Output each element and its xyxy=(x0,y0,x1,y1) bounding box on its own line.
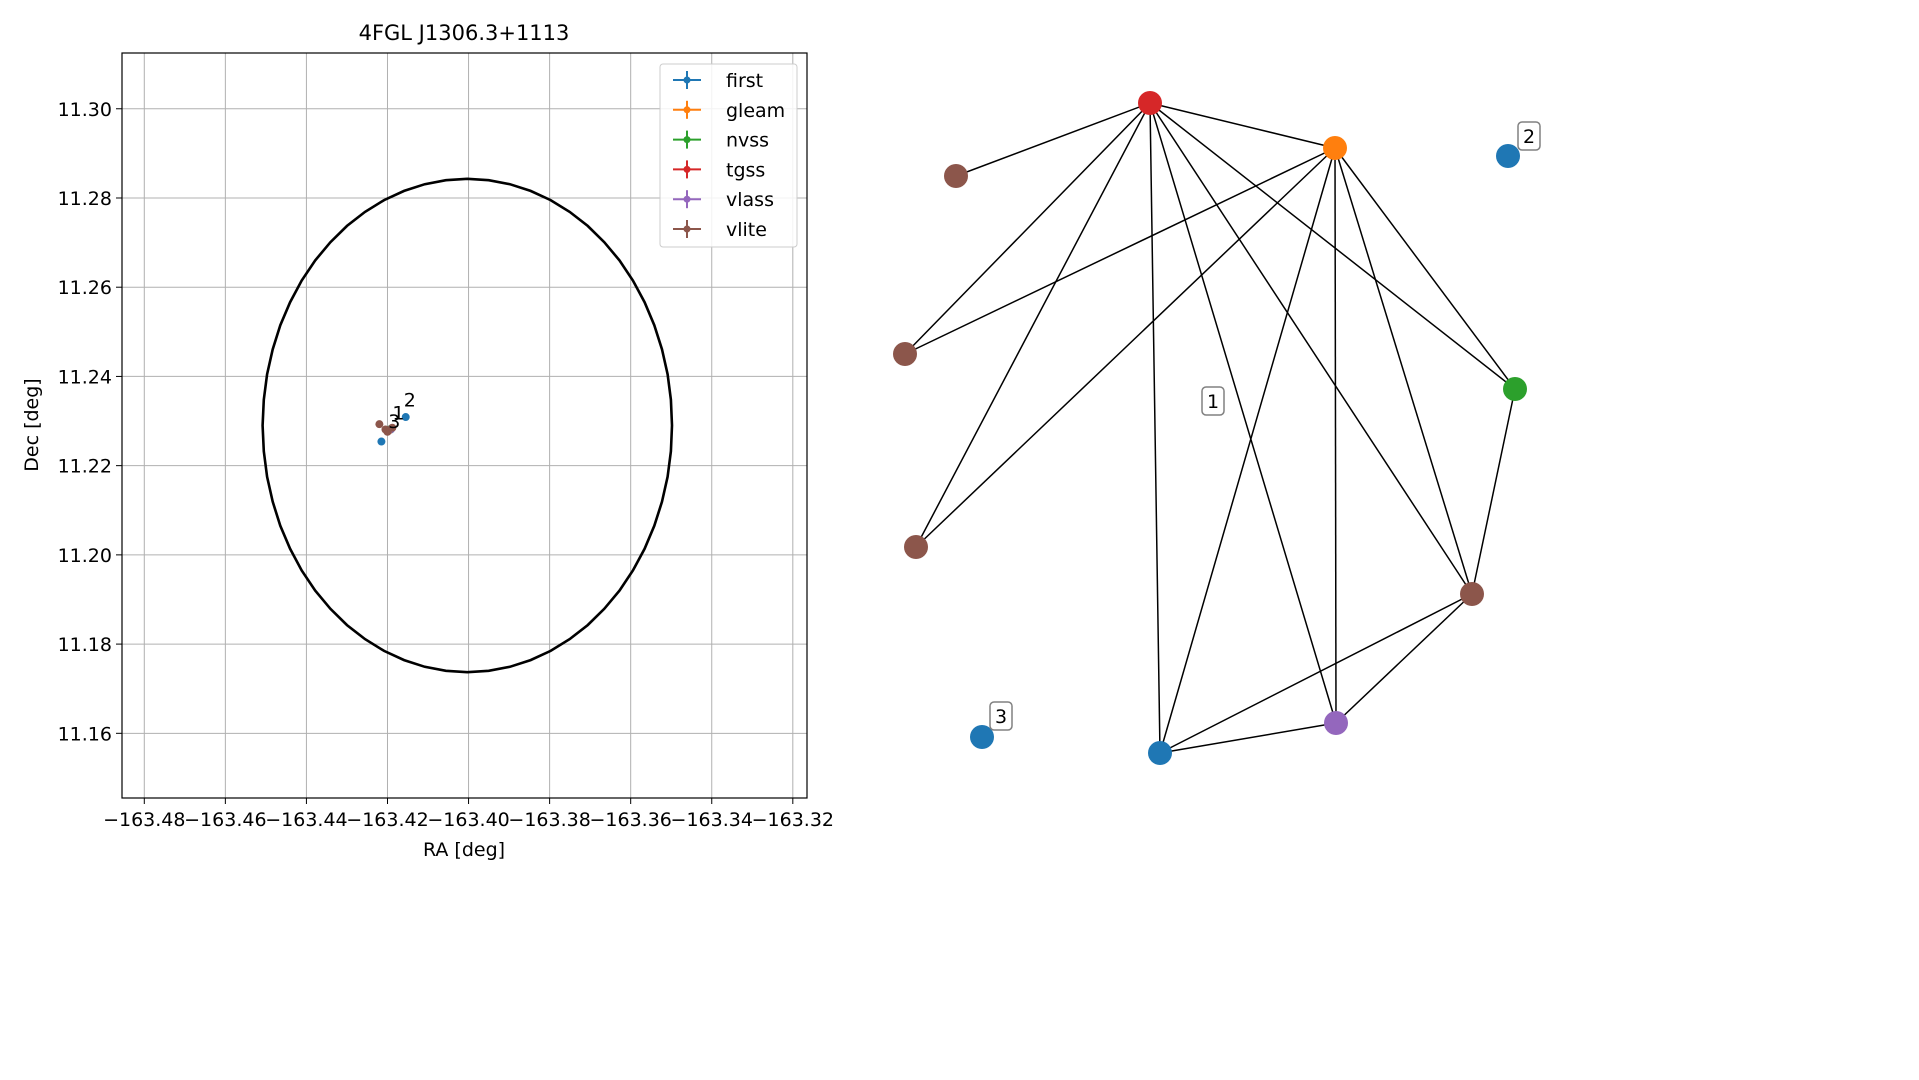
y-tick-label: 11.18 xyxy=(58,634,112,656)
point-annotation: 2 xyxy=(404,389,416,411)
legend-item-nvss: nvss xyxy=(673,130,769,152)
legend: first gleam nvss tgss vlass vlite xyxy=(659,63,798,248)
y-tick-label: 11.26 xyxy=(58,277,112,299)
data-points xyxy=(375,413,410,446)
x-tick-label: −163.32 xyxy=(752,809,834,831)
graph-node xyxy=(944,164,968,188)
legend-item-vlite: vlite xyxy=(673,219,767,241)
legend-label: nvss xyxy=(726,130,769,152)
graph-edge xyxy=(1159,147,1336,754)
graph-node xyxy=(1496,144,1520,168)
graph-label-box xyxy=(1201,386,1225,416)
graph-label-box xyxy=(1517,121,1541,151)
x-tick-label: −163.34 xyxy=(671,809,753,831)
legend-marker xyxy=(683,136,691,144)
graph-node xyxy=(970,725,994,749)
graph-edge xyxy=(1471,388,1516,595)
graph-edge xyxy=(1334,147,1337,724)
point-first xyxy=(377,437,386,446)
y-tick-label: 11.30 xyxy=(58,99,112,121)
plot-frame xyxy=(121,52,808,799)
graph-label-text: 2 xyxy=(1523,126,1535,148)
graph-edge xyxy=(1149,102,1473,595)
y-tick-label: 11.20 xyxy=(58,545,112,567)
graph-edge xyxy=(955,102,1151,177)
graph-edge xyxy=(1335,593,1473,724)
graph-edge xyxy=(904,102,1151,355)
graph-edge xyxy=(915,147,1336,548)
graph-label: 3 xyxy=(989,701,1013,731)
graph-edge xyxy=(1149,102,1161,754)
graph-edge xyxy=(1149,102,1516,390)
graph-node xyxy=(1323,136,1347,160)
graph-node xyxy=(893,342,917,366)
graph-node xyxy=(1324,711,1348,735)
point-vlite xyxy=(388,423,397,432)
legend-label: vlite xyxy=(726,219,767,241)
legend-item-vlass: vlass xyxy=(673,189,774,211)
scatter-plot: 4FGL J1306.3+1113 213 −163.48−163.46−163… xyxy=(21,21,834,861)
graph-edge xyxy=(1159,593,1473,754)
point-annotation: 3 xyxy=(388,411,400,433)
x-tick-label: −163.38 xyxy=(508,809,590,831)
legend-item-first: first xyxy=(673,70,763,92)
graph-edge xyxy=(1149,102,1336,149)
x-tick-label: −163.42 xyxy=(346,809,428,831)
x-tick-label: −163.36 xyxy=(589,809,671,831)
y-axis-label: Dec [deg] xyxy=(21,378,43,471)
legend-marker xyxy=(683,165,691,173)
graph-node xyxy=(1148,741,1172,765)
legend-marker xyxy=(683,76,691,84)
x-tick-label: −163.48 xyxy=(103,809,185,831)
legend-item-tgss: tgss xyxy=(673,159,765,181)
x-tick-label: −163.44 xyxy=(265,809,347,831)
network-graph: 1 2 3 xyxy=(893,91,1541,765)
x-tick-label: −163.46 xyxy=(184,809,266,831)
graph-edges xyxy=(904,102,1516,754)
graph-edge xyxy=(1159,722,1337,754)
graph-node xyxy=(904,535,928,559)
legend-label: first xyxy=(726,70,763,92)
legend-label: vlass xyxy=(726,189,774,211)
graph-nodes xyxy=(893,91,1527,765)
graph-label-text: 3 xyxy=(995,706,1007,728)
y-tick-label: 11.28 xyxy=(58,188,112,210)
graph-label: 1 xyxy=(1201,386,1225,416)
point-annotations: 213 xyxy=(388,389,415,433)
point-first xyxy=(401,413,410,422)
x-tick-label: −163.40 xyxy=(427,809,509,831)
graph-node xyxy=(1460,582,1484,606)
graph-node xyxy=(1503,377,1527,401)
legend-marker xyxy=(683,195,691,203)
chart-title: 4FGL J1306.3+1113 xyxy=(359,21,570,45)
y-tick-label: 11.16 xyxy=(58,723,112,745)
graph-edge xyxy=(904,147,1336,355)
graph-node xyxy=(1138,91,1162,115)
y-tick-label: 11.24 xyxy=(58,366,112,388)
graph-edge xyxy=(915,102,1151,548)
legend-marker xyxy=(683,106,691,114)
x-axis-label: RA [deg] xyxy=(423,839,505,861)
graph-labels: 1 2 3 xyxy=(989,121,1541,731)
legend-item-gleam: gleam xyxy=(673,100,785,122)
graph-label-text: 1 xyxy=(1207,391,1219,413)
legend-label: gleam xyxy=(726,100,785,122)
y-tick-label: 11.22 xyxy=(58,456,112,478)
graph-edge xyxy=(1334,147,1516,390)
graph-edge xyxy=(1149,102,1337,724)
graph-edge xyxy=(1334,147,1473,595)
legend-label: tgss xyxy=(726,159,765,181)
x-axis-ticks: −163.48−163.46−163.44−163.42−163.40−163.… xyxy=(103,798,834,831)
localization-ellipse xyxy=(261,177,674,674)
legend-marker xyxy=(683,225,691,233)
point-annotation: 1 xyxy=(392,403,404,425)
graph-label: 2 xyxy=(1517,121,1541,151)
y-axis-ticks: 11.16 11.18 11.20 11.22 11.24 11.26 11.28 11.30 xyxy=(58,99,122,745)
point-vlite xyxy=(375,420,384,429)
error-ellipse xyxy=(261,177,674,674)
graph-label-box xyxy=(989,701,1013,731)
point-vlite xyxy=(381,425,390,434)
